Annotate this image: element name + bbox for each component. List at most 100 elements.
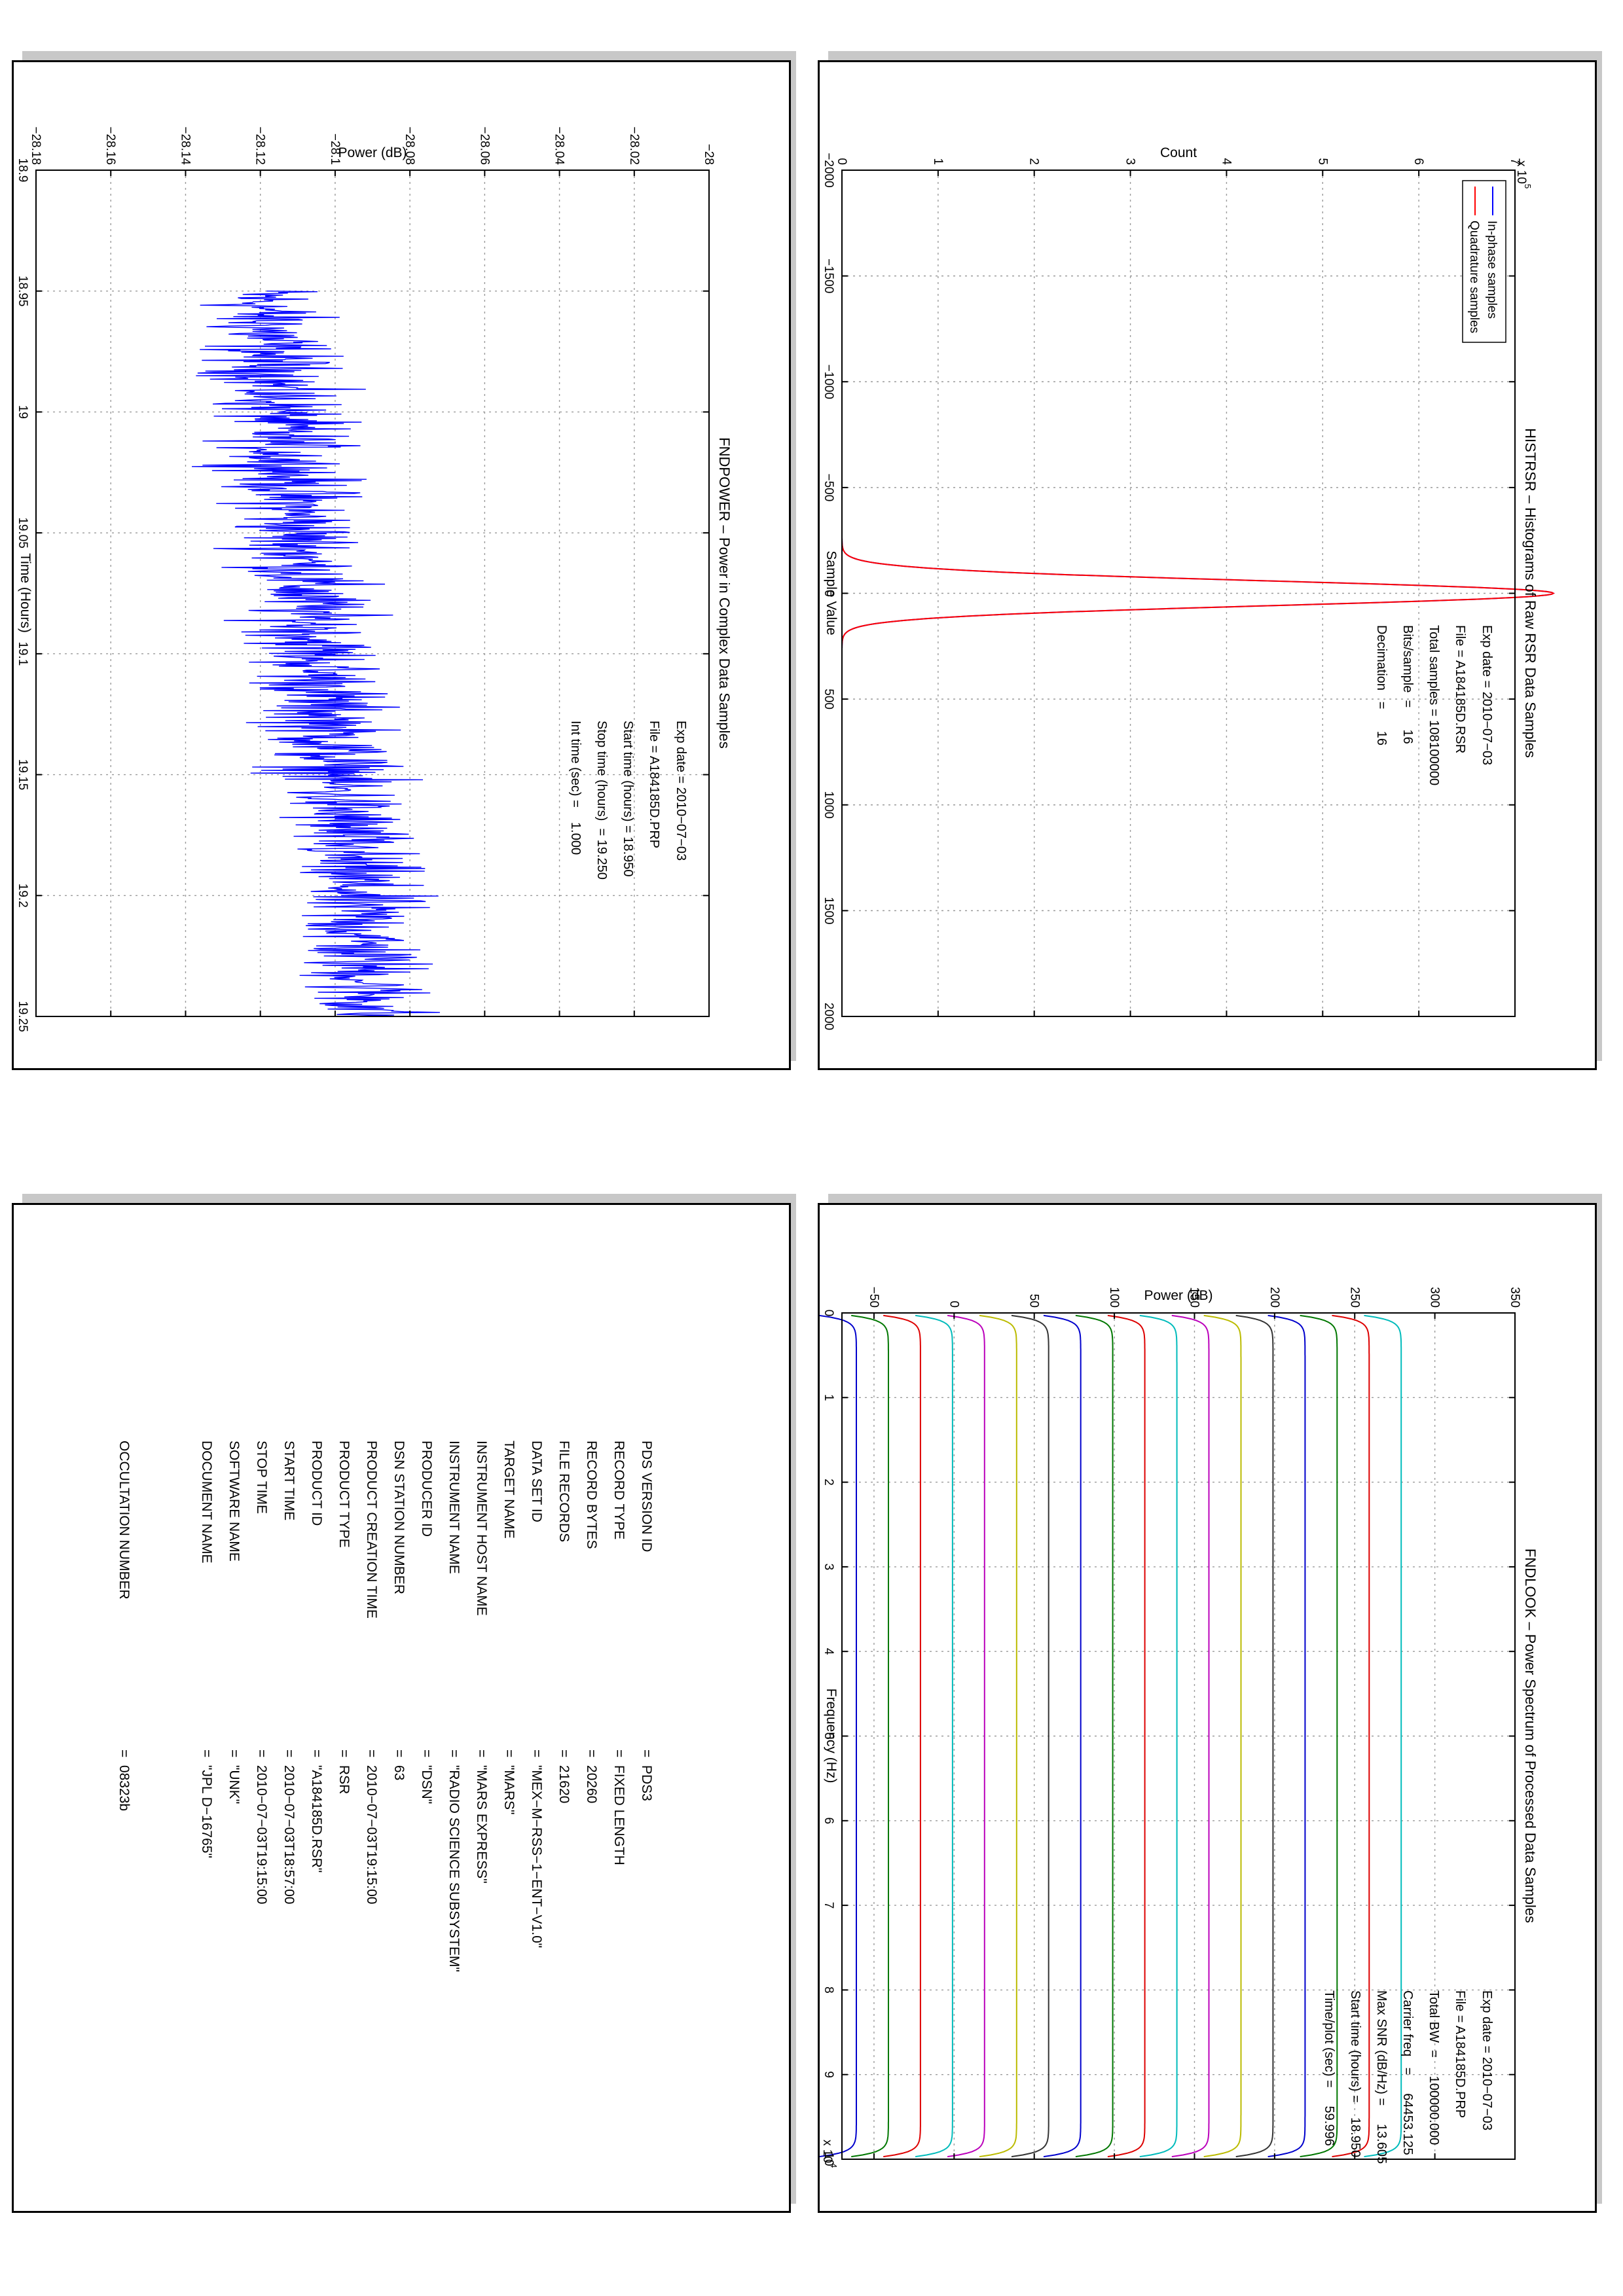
- annotation-start-time: Start time (hours) = 18.950: [1348, 1990, 1362, 2157]
- label-value: = "MEX−M−RSS−1−ENT−V1.0": [529, 1749, 544, 1948]
- label-key: PRODUCER ID: [419, 1441, 434, 1537]
- y-tick-label: −28.1: [328, 134, 342, 165]
- fndlook-panel: 0 1 2 3 4 5 6 7 8 9 10 −50 0 50 100 150 200 250 300 350 FN…: [818, 1194, 1602, 2213]
- x-tick-label: −1000: [822, 365, 835, 399]
- x-tick-label: 4: [822, 1648, 835, 1655]
- annotation-time-per-plot: Time/plot (sec) = 59.996: [1322, 1990, 1336, 2146]
- label-value: = "MARS": [501, 1749, 517, 1815]
- y-axis-label: Count: [1160, 145, 1197, 160]
- panel-frame: 18.9 18.95 19 19.05 19.1 19.15 19.2 19.25 −28.1…: [12, 60, 791, 1070]
- y-tick-label: 300: [1428, 1287, 1442, 1308]
- annotation-start-time: Start time (hours) = 18.950: [621, 721, 635, 876]
- x-tick-label: 19.15: [16, 759, 29, 791]
- y-tick-label: −28.14: [178, 126, 192, 165]
- annotation-exp-date: Exp date = 2010−07−03: [674, 721, 688, 861]
- annotation-carrier-freq: Carrier freq = 64453.125: [1400, 1990, 1415, 2155]
- spectrum-line-18: [1364, 1314, 1402, 2158]
- y-tick-label: −28.02: [627, 126, 641, 165]
- x-tick-label: 2: [822, 1479, 835, 1486]
- label-value: = 2010−07−03T19:15:00: [254, 1749, 269, 1904]
- power-series-line: [191, 291, 440, 1017]
- label-value: = 2010−07−03T18:57:00: [282, 1749, 297, 1904]
- label-key: FILE RECORDS: [556, 1441, 572, 1542]
- y-tick-label: −28.18: [29, 126, 43, 165]
- pds-label-panel: PDS VERSION ID = PDS3 RECORD TYPE = FIXED L…: [12, 1194, 796, 2213]
- label-value: = "DSN": [419, 1749, 434, 1804]
- y-tick-label: −28.12: [253, 126, 267, 165]
- x-tick-label: 19.05: [16, 517, 29, 548]
- x-tick-label: 1500: [822, 897, 835, 924]
- legend-label-in-phase: In-phase samples: [1485, 221, 1499, 319]
- x-tick-label: 19: [16, 405, 29, 419]
- x-tick-label: 18.9: [16, 158, 29, 183]
- y-tick-label: 3: [1123, 158, 1137, 165]
- spectrum-line-8: [1043, 1314, 1082, 2158]
- pds-label-text: PDS VERSION ID = PDS3 RECORD TYPE = FIXED L…: [117, 1441, 654, 1972]
- x-exponent-base: x 10: [820, 2140, 834, 2163]
- y-tick-label: 6: [1412, 158, 1425, 165]
- y-tick-label: 350: [1508, 1287, 1522, 1308]
- spectrum-line-1: [820, 1314, 857, 2158]
- y-tick-label: 50: [1027, 1294, 1041, 1308]
- spectrum-line-7: [1011, 1314, 1049, 2158]
- annotation-total-samples: Total samples = 108100000: [1427, 625, 1441, 785]
- annotation-file: File = A184185D.RSR: [1453, 625, 1467, 753]
- label-value: = RSR: [337, 1749, 352, 1794]
- label-value: = "MARS EXPRESS": [474, 1749, 489, 1884]
- x-tick-label: 8: [822, 1986, 835, 1994]
- y-tick-label: 2: [1027, 158, 1041, 165]
- y-axis-label: Power (dB): [338, 145, 407, 160]
- y-tick-label: 100: [1107, 1287, 1121, 1308]
- spectrum-line-6: [979, 1314, 1017, 2158]
- annotation-max-snr: Max SNR (dB/Hz) = 13.605: [1374, 1990, 1389, 2164]
- annotation-exp-date: Exp date = 2010−07−03: [1480, 625, 1494, 765]
- spectrum-line-17: [1332, 1314, 1370, 2158]
- annotation-total-bw: Total BW = 100000.000: [1427, 1990, 1441, 2145]
- chart-title: FNDPOWER – Power in Complex Data Samples: [716, 437, 733, 749]
- spectrum-line-12: [1171, 1314, 1210, 2158]
- x-tick-label: 9: [822, 2071, 835, 2078]
- annotation-int-time: Int time (sec) = 1.000: [568, 721, 583, 855]
- y-tick-label: 250: [1347, 1287, 1361, 1308]
- annotation-block: Exp date = 2010−07−03 File = A184185D.PR…: [1322, 1990, 1494, 2164]
- y-tick-label: −28.08: [403, 126, 416, 165]
- label-value: = "UNK": [227, 1749, 242, 1804]
- label-key: INSTRUMENT HOST NAME: [474, 1441, 489, 1616]
- y-tick-label: 0: [947, 1300, 960, 1308]
- plot-axes-box: [35, 170, 710, 1017]
- x-tick-label: 19.25: [16, 1001, 29, 1032]
- y-tick-label: −28: [702, 144, 716, 165]
- x-tick-label: 18.95: [16, 276, 29, 307]
- label-value: = 21620: [556, 1749, 572, 1803]
- annotation-file: File = A184185D.PRP: [647, 721, 661, 848]
- spectrum-line-15: [1267, 1314, 1306, 2158]
- label-value: = 63: [392, 1749, 407, 1780]
- x-tick-label: 0: [822, 1310, 835, 1317]
- label-value: = 08323b: [117, 1749, 132, 1811]
- x-axis-label: Time (Hours): [18, 553, 33, 633]
- label-value: = "A184185D.RSR": [309, 1749, 324, 1873]
- label-value: = PDS3: [639, 1749, 654, 1801]
- label-key: OCCULTATION NUMBER: [117, 1441, 132, 1600]
- x-axis-label: Sample Value: [824, 550, 839, 635]
- spectrum-line-4: [915, 1314, 953, 2158]
- annotation-exp-date: Exp date = 2010−07−03: [1480, 1990, 1494, 2130]
- y-tick-label: 4: [1219, 158, 1233, 165]
- x-tick-label: 500: [822, 689, 835, 709]
- legend-label-quadrature: Quadrature samples: [1467, 221, 1481, 333]
- fndlook-chart: 0 1 2 3 4 5 6 7 8 9 10 −50 0 50 100 150 200 250 300 350 FN…: [820, 1287, 1539, 2168]
- spectrum-line-2: [851, 1314, 889, 2158]
- label-key: INSTRUMENT NAME: [447, 1441, 462, 1574]
- spectrum-line-9: [1075, 1314, 1114, 2158]
- y-exponent-base: x 10: [1514, 160, 1528, 184]
- spectrum-line-5: [947, 1314, 985, 2158]
- label-key: PDS VERSION ID: [639, 1441, 654, 1552]
- y-exponent-power: 5: [1523, 184, 1533, 188]
- panel-frame: PDS VERSION ID = PDS3 RECORD TYPE = FIXED L…: [12, 1203, 791, 2213]
- spectrum-line-11: [1139, 1314, 1178, 2158]
- y-tick-label: 7: [1508, 158, 1522, 165]
- label-value: = FIXED LENGTH: [611, 1749, 627, 1865]
- spectrum-line-13: [1203, 1314, 1242, 2158]
- x-tick-label: −500: [822, 473, 835, 501]
- y-tick-label: 200: [1267, 1287, 1281, 1308]
